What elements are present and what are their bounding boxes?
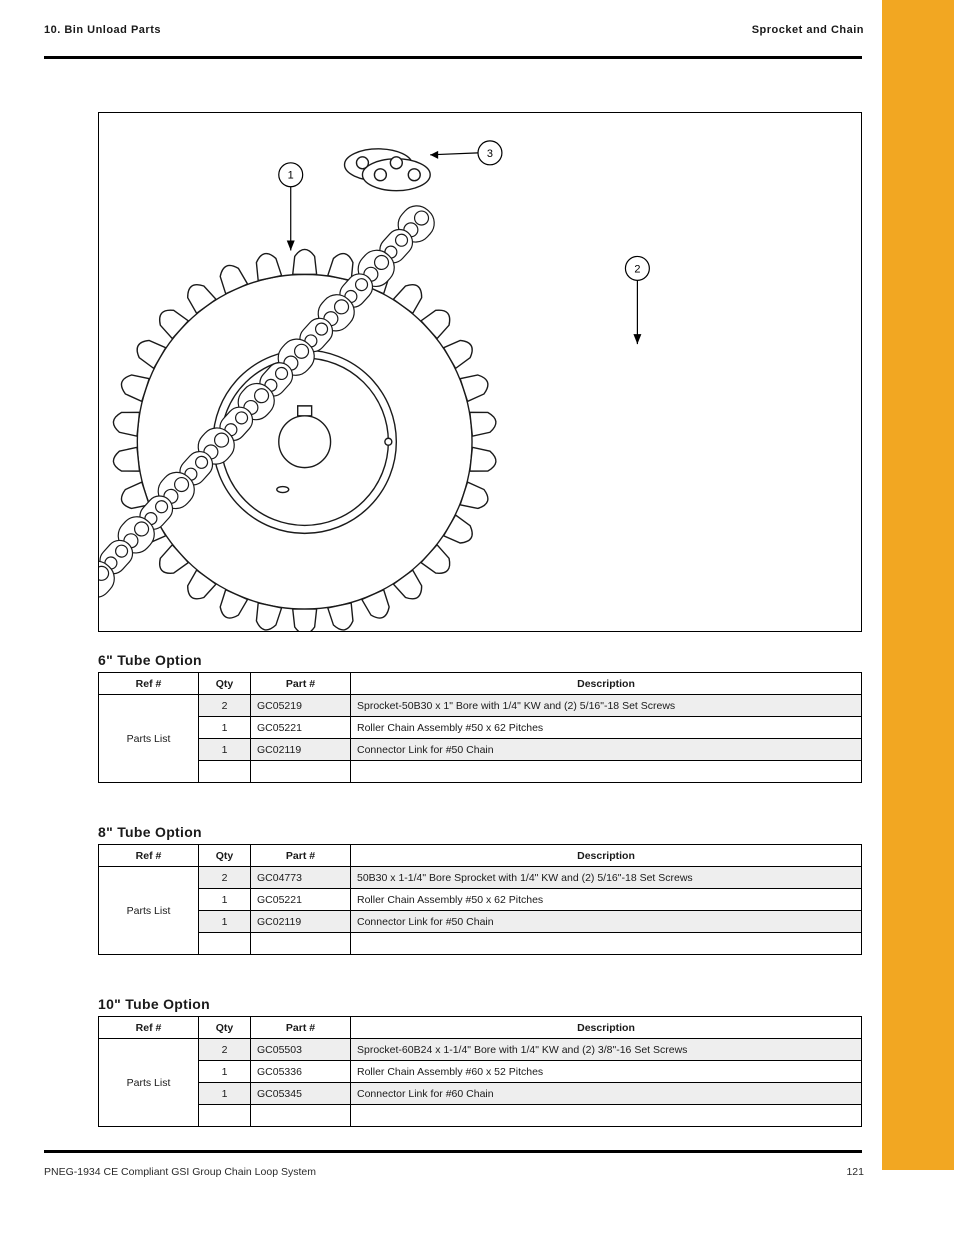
col-ref: Ref # (99, 1017, 199, 1039)
desc-cell: Roller Chain Assembly #50 x 62 Pitches (351, 889, 862, 911)
callout-label: 3 (487, 148, 493, 160)
col-part: Part # (251, 673, 351, 695)
parts-table-6in: Ref # Qty Part # Description Parts List … (98, 672, 862, 783)
part-cell: GC05221 (251, 717, 351, 739)
table-row: 1 GC05336 Roller Chain Assembly #60 x 52… (99, 1061, 862, 1083)
qty-cell: 1 (199, 739, 251, 761)
col-qty: Qty (199, 1017, 251, 1039)
qty-cell (199, 933, 251, 955)
callout-label: 2 (634, 263, 640, 275)
qty-cell: 2 (199, 1039, 251, 1061)
connector-link-icon (345, 149, 431, 191)
doc-id: PNEG-1934 CE Compliant GSI Group Chain L… (44, 1166, 316, 1178)
table-row: 1 GC05345 Connector Link for #60 Chain (99, 1083, 862, 1105)
table-header-row: Ref # Qty Part # Description (99, 845, 862, 867)
section-title-10in: 10" Tube Option (98, 996, 210, 1012)
col-ref: Ref # (99, 845, 199, 867)
sprocket-icon (112, 249, 497, 631)
part-cell (251, 1105, 351, 1127)
desc-cell: Connector Link for #50 Chain (351, 739, 862, 761)
leader-arrow (633, 334, 641, 344)
desc-cell (351, 933, 862, 955)
table-row: Parts List 2 GC05503 Sprocket-60B24 x 1-… (99, 1039, 862, 1061)
desc-cell: Connector Link for #50 Chain (351, 911, 862, 933)
page: 10. Bin Unload Parts Sprocket and Chain … (0, 0, 954, 1235)
col-qty: Qty (199, 673, 251, 695)
leader-arrow (287, 241, 295, 251)
part-cell: GC05503 (251, 1039, 351, 1061)
desc-cell: Roller Chain Assembly #60 x 52 Pitches (351, 1061, 862, 1083)
section-title-6in: 6" Tube Option (98, 652, 202, 668)
col-desc: Description (351, 1017, 862, 1039)
top-rule (44, 56, 862, 59)
qty-cell: 1 (199, 1061, 251, 1083)
part-cell: GC05221 (251, 889, 351, 911)
qty-cell: 2 (199, 867, 251, 889)
page-header: 10. Bin Unload Parts Sprocket and Chain (44, 24, 864, 36)
col-ref: Ref # (99, 673, 199, 695)
qty-cell: 1 (199, 1083, 251, 1105)
page-title: Sprocket and Chain (752, 24, 864, 36)
desc-cell: Sprocket-60B24 x 1-1/4" Bore with 1/4" K… (351, 1039, 862, 1061)
col-part: Part # (251, 1017, 351, 1039)
page-number: 121 (846, 1166, 864, 1178)
table-header-row: Ref # Qty Part # Description (99, 673, 862, 695)
desc-cell: 50B30 x 1-1/4" Bore Sprocket with 1/4" K… (351, 867, 862, 889)
bottom-rule (44, 1150, 862, 1153)
desc-cell (351, 761, 862, 783)
parts-table-8in: Ref # Qty Part # Description Parts List … (98, 844, 862, 955)
part-cell: GC05219 (251, 695, 351, 717)
qty-cell: 1 (199, 717, 251, 739)
parts-figure: 3 1 (98, 112, 862, 632)
table-row (99, 761, 862, 783)
gold-margin-strip (882, 0, 954, 1170)
qty-cell: 1 (199, 889, 251, 911)
desc-cell: Sprocket-50B30 x 1" Bore with 1/4" KW an… (351, 695, 862, 717)
qty-cell (199, 1105, 251, 1127)
desc-cell (351, 1105, 862, 1127)
page-footer: PNEG-1934 CE Compliant GSI Group Chain L… (44, 1166, 864, 1178)
qty-cell (199, 761, 251, 783)
table-row: Parts List 2 GC04773 50B30 x 1-1/4" Bore… (99, 867, 862, 889)
table-row (99, 1105, 862, 1127)
table-row: 1 GC02119 Connector Link for #50 Chain (99, 739, 862, 761)
table-header-row: Ref # Qty Part # Description (99, 1017, 862, 1039)
ref-cell: Parts List (99, 695, 199, 783)
col-qty: Qty (199, 845, 251, 867)
part-cell: GC04773 (251, 867, 351, 889)
table-row: 1 GC02119 Connector Link for #50 Chain (99, 911, 862, 933)
part-cell (251, 933, 351, 955)
qty-cell: 2 (199, 695, 251, 717)
chapter-label: 10. Bin Unload Parts (44, 24, 161, 36)
table-row (99, 933, 862, 955)
table-row: Parts List 2 GC05219 Sprocket-50B30 x 1"… (99, 695, 862, 717)
part-cell: GC05345 (251, 1083, 351, 1105)
desc-cell: Roller Chain Assembly #50 x 62 Pitches (351, 717, 862, 739)
section-title-8in: 8" Tube Option (98, 824, 202, 840)
table-row: 1 GC05221 Roller Chain Assembly #50 x 62… (99, 889, 862, 911)
part-cell: GC02119 (251, 911, 351, 933)
figure-svg: 3 1 (99, 113, 861, 631)
col-part: Part # (251, 845, 351, 867)
qty-cell: 1 (199, 911, 251, 933)
ref-cell: Parts List (99, 867, 199, 955)
parts-table-10in: Ref # Qty Part # Description Parts List … (98, 1016, 862, 1127)
callout-label: 1 (288, 170, 294, 182)
part-cell: GC05336 (251, 1061, 351, 1083)
part-cell (251, 761, 351, 783)
leader-arrow (430, 151, 438, 159)
col-desc: Description (351, 673, 862, 695)
table-row: 1 GC05221 Roller Chain Assembly #50 x 62… (99, 717, 862, 739)
part-cell: GC02119 (251, 739, 351, 761)
desc-cell: Connector Link for #60 Chain (351, 1083, 862, 1105)
ref-cell: Parts List (99, 1039, 199, 1127)
col-desc: Description (351, 845, 862, 867)
